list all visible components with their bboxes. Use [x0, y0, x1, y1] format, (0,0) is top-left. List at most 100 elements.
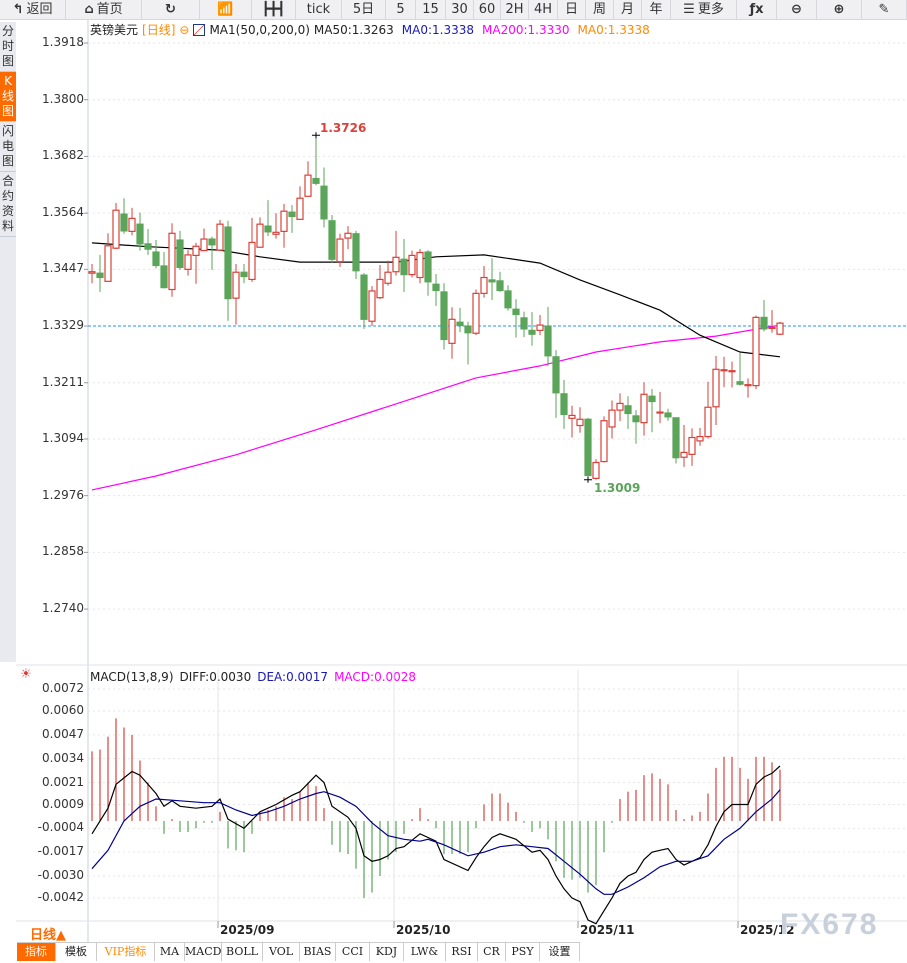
indicator-tab-指标[interactable]: 指标 — [17, 943, 56, 961]
macd-name: MACD(13,8,9) — [90, 670, 174, 684]
diff-value: DIFF:0.0030 — [179, 670, 252, 684]
candle — [376, 265, 384, 300]
candle — [472, 289, 480, 336]
indicator-tab-KDJ[interactable]: KDJ — [370, 943, 404, 961]
toolbar-button-更多[interactable]: ☰ 更多 — [671, 0, 737, 20]
candle-body — [520, 317, 528, 330]
toolbar-button-月[interactable]: 月 — [614, 0, 642, 20]
candle — [328, 215, 336, 264]
candle-body — [512, 308, 520, 316]
candle — [712, 355, 720, 426]
toolbar-button-60[interactable]: 60 — [474, 0, 501, 20]
toolbar-button-30[interactable]: 30 — [446, 0, 474, 20]
candle-body — [216, 223, 224, 251]
candle-body — [744, 384, 752, 387]
candle — [368, 286, 376, 327]
refresh-icon: ↻ — [165, 2, 176, 17]
indicator-tab-模板[interactable]: 模板 — [56, 943, 97, 961]
toolbar-button-refresh[interactable]: ↻ — [142, 0, 200, 20]
candle — [144, 228, 152, 255]
price-tick-label: 1.2976 — [42, 487, 84, 502]
toolbar-button-年[interactable]: 年 — [642, 0, 671, 20]
toolbar-button-trend-chart[interactable]: 📶 — [200, 0, 252, 20]
trend-chart-icon: 📶 — [217, 2, 234, 17]
toolbar-button-zoom-in[interactable]: ⊕ — [817, 0, 862, 20]
high-marker — [312, 132, 320, 139]
indicator-tab-VIP指标[interactable]: VIP指标 — [97, 943, 155, 961]
toolbar-button-返回[interactable]: ↰ 返回 — [0, 0, 66, 20]
sidebar-tab-3[interactable]: 合约资料 — [0, 172, 16, 237]
toolbar-label: 更多 — [697, 2, 724, 17]
indicator-tab-MA[interactable]: MA — [155, 943, 185, 961]
time-tick-label: 2025/11 — [580, 923, 635, 937]
candle — [384, 260, 392, 286]
candle — [592, 459, 600, 480]
toolbar-button-tick[interactable]: tick — [296, 0, 342, 20]
candle — [176, 230, 184, 270]
period-selector[interactable]: 日线▲ — [30, 928, 66, 943]
candle-body — [104, 245, 112, 282]
view-sidebar: 分时图 K线图 闪电图 合约资料 — [0, 22, 16, 662]
macd-settings-icon[interactable]: ☀ — [20, 667, 32, 682]
candle-body — [200, 238, 208, 252]
candle-body — [488, 279, 496, 283]
candle — [464, 321, 472, 365]
toolbar-button-首页[interactable]: ⌂ 首页 — [66, 0, 142, 20]
candle-body — [240, 271, 248, 278]
indicator-tab-VOL[interactable]: VOL — [263, 943, 300, 961]
candle — [488, 258, 496, 301]
candle-body — [504, 290, 512, 309]
candle — [696, 427, 704, 446]
candle-body — [400, 258, 408, 276]
indicator-tab-BOLL[interactable]: BOLL — [222, 943, 263, 961]
indicator-tab-LW&[interactable]: LW& — [404, 943, 446, 961]
candle — [504, 285, 512, 311]
toolbar-label: 30 — [451, 2, 468, 17]
toolbar-button-日[interactable]: 日 — [558, 0, 586, 20]
macd-tick-label: 0.0009 — [42, 796, 84, 811]
candle — [640, 382, 648, 436]
candle — [320, 167, 328, 228]
price-tick-label: 1.3211 — [42, 374, 84, 389]
indicator-tab-设置[interactable]: 设置 — [540, 943, 580, 961]
candle-body — [128, 217, 136, 232]
toolbar-button-2H[interactable]: 2H — [501, 0, 529, 20]
candle-body — [264, 225, 272, 233]
candle-body — [408, 254, 416, 276]
indicator-tab-PSY[interactable]: PSY — [506, 943, 540, 961]
toolbar-button-5[interactable]: 5 — [386, 0, 416, 20]
candle-body — [672, 417, 680, 459]
macd-tick-label: -0.0004 — [37, 820, 84, 835]
candle — [624, 396, 632, 429]
sidebar-tab-0[interactable]: 分时图 — [0, 22, 16, 72]
candle-body — [192, 245, 200, 256]
toolbar-label: 返回 — [26, 2, 53, 17]
candle-body — [728, 370, 736, 373]
indicator-tab-MACD[interactable]: MACD — [185, 943, 222, 961]
indicator-tab-BIAS[interactable]: BIAS — [300, 943, 336, 961]
toolbar-button-5日[interactable]: 5日 — [342, 0, 386, 20]
indicator-tab-RSI[interactable]: RSI — [446, 943, 478, 961]
indicator-tab-CR[interactable]: CR — [478, 943, 506, 961]
candle — [360, 273, 368, 329]
price-tick-label: 1.3918 — [42, 35, 84, 49]
sidebar-tab-2[interactable]: 闪电图 — [0, 122, 16, 172]
indicator-tab-CCI[interactable]: CCI — [336, 943, 370, 961]
candle — [632, 410, 640, 444]
indicator-icon[interactable] — [193, 24, 206, 36]
toolbar-button-15[interactable]: 15 — [416, 0, 446, 20]
candle-body — [480, 276, 488, 294]
price-tick-label: 1.3682 — [42, 148, 84, 163]
candle — [456, 307, 464, 333]
settings-circle-icon[interactable]: ⊖ — [179, 23, 190, 37]
toolbar-button-4H[interactable]: 4H — [529, 0, 558, 20]
sidebar-tab-1[interactable]: K线图 — [0, 72, 16, 122]
toolbar-button-zoom-out[interactable]: ⊖ — [777, 0, 817, 20]
menu-icon: ☰ — [683, 2, 695, 17]
toolbar-button-fx-formula[interactable]: ƒx — [737, 0, 777, 20]
ma0-value-2: MA0:1.3338 — [577, 23, 650, 37]
toolbar-button-candlestick[interactable]: ┣╋┫ — [252, 0, 296, 20]
toolbar-button-周[interactable]: 周 — [586, 0, 614, 20]
pen-icon: ✎ — [878, 2, 890, 17]
